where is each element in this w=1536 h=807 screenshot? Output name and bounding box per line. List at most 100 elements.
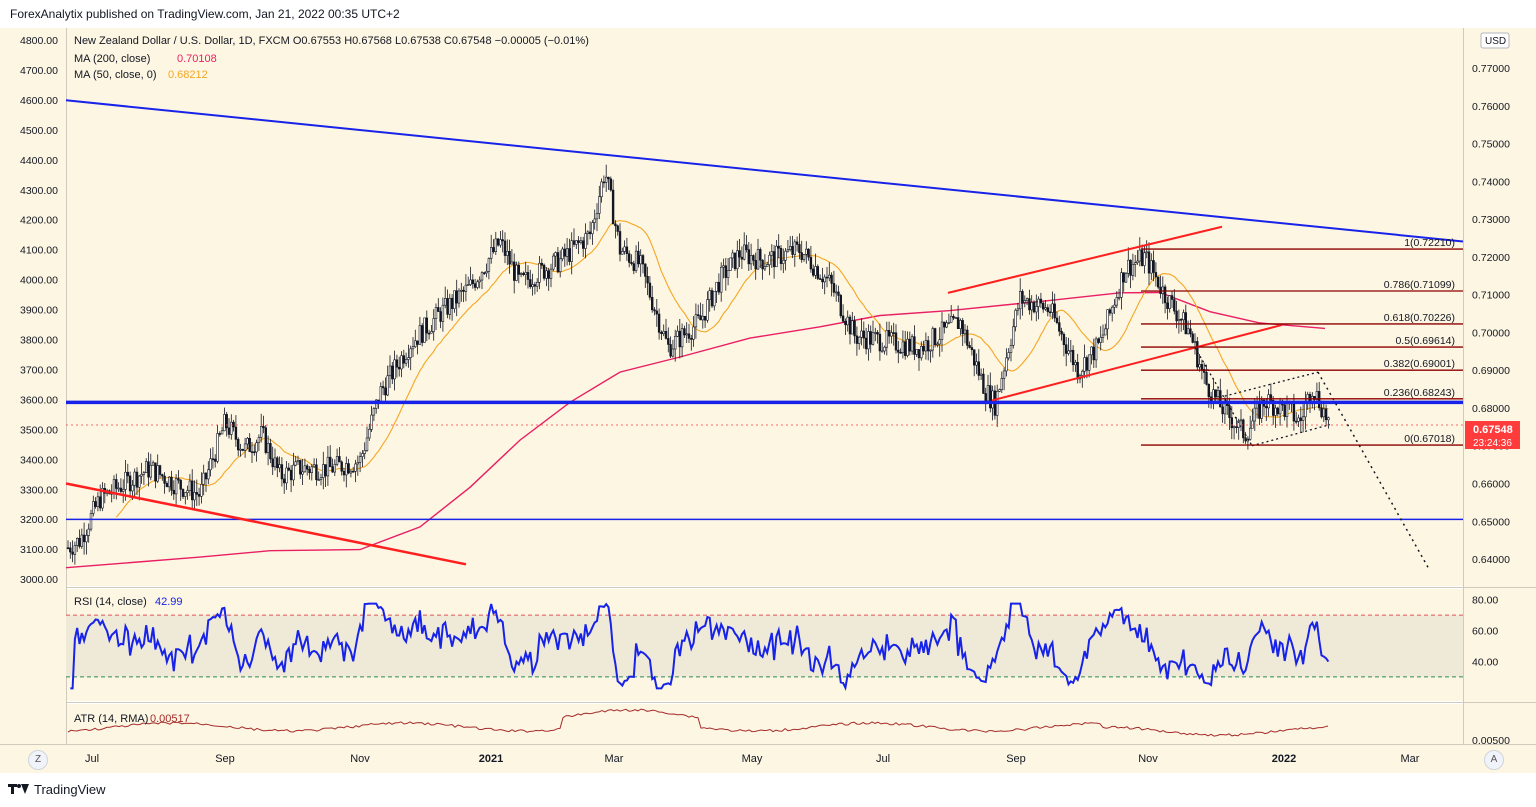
publisher-text: ForexAnalytix published on TradingView.c… <box>10 7 400 21</box>
right-axis-tick-label: 0.66000 <box>1472 479 1510 491</box>
currency-badge-bg[interactable] <box>1480 32 1510 49</box>
candle-down <box>1173 299 1176 312</box>
candle-down <box>250 451 254 453</box>
candle-down <box>687 333 691 339</box>
footer-brand[interactable]: TradingView <box>0 778 408 800</box>
left-axis-tick-label: 4200.00 <box>20 215 58 227</box>
candle-up <box>593 218 596 223</box>
candle-down <box>1313 396 1316 400</box>
candle-down <box>526 272 530 280</box>
candle-down <box>496 238 500 246</box>
candle-down <box>154 462 157 482</box>
candle-down <box>1189 328 1192 335</box>
candle-up <box>386 375 389 396</box>
left-axis-tick-label: 4600.00 <box>20 95 58 107</box>
candle-down <box>738 250 741 258</box>
atr-legend-label[interactable]: ATR (14, RMA) <box>74 713 148 725</box>
candle-down <box>248 438 251 452</box>
candle-down <box>218 433 221 435</box>
candle-up <box>938 339 941 345</box>
candle-up <box>708 290 711 300</box>
candle-down <box>1272 399 1275 416</box>
candle-up <box>319 477 323 480</box>
fibonacci-retracement[interactable]: 1(0.72210) 0.786(0.71099) 0.618(0.70226) 0.… <box>1141 237 1463 446</box>
chart-svg[interactable]: 4800.00 4700.00 4600.00 4500.00 4400.00 4300.… <box>0 28 1536 773</box>
time-axis[interactable]: Jul Sep Nov 2021 Mar May Jul Sep Nov 2022 Mar <box>85 753 1420 765</box>
candle-up <box>565 248 569 257</box>
candle-down <box>577 240 580 243</box>
candle-down <box>262 426 265 429</box>
candle-down <box>1205 372 1208 385</box>
candle-up <box>575 240 578 245</box>
candle-down <box>126 471 130 477</box>
candle-down <box>1320 407 1323 418</box>
candle-up <box>519 272 523 275</box>
trendline-drawings[interactable] <box>65 99 1464 568</box>
candle-up <box>301 471 304 475</box>
symbol-legend[interactable]: New Zealand Dollar / U.S. Dollar, 1D, FX… <box>74 35 589 47</box>
candle-down <box>917 349 921 359</box>
candle-up <box>414 340 417 347</box>
currency-badge[interactable]: USD <box>1485 36 1506 47</box>
candle-up <box>1186 328 1190 335</box>
time-axis-tick-label: Jul <box>85 753 99 765</box>
candle-up <box>726 270 730 278</box>
candle-down <box>966 329 969 346</box>
candle-up <box>1304 403 1307 418</box>
candle-down <box>977 361 981 376</box>
candle-up <box>1067 350 1070 354</box>
auto-scale-button[interactable]: A <box>1484 750 1504 770</box>
candle-up <box>959 320 962 329</box>
chart-area[interactable]: 4800.00 4700.00 4600.00 4500.00 4400.00 4300.… <box>0 28 1536 773</box>
candle-down <box>522 272 525 275</box>
candle-down <box>161 474 164 477</box>
candle-down <box>1071 349 1075 366</box>
candle-up <box>243 443 247 451</box>
candle-up <box>73 545 77 555</box>
candle-up <box>729 257 732 271</box>
candle-up <box>156 465 159 482</box>
candle-down <box>761 259 764 270</box>
candle-up <box>273 457 277 468</box>
candle-up <box>775 245 778 268</box>
candle-up <box>834 291 838 294</box>
candle-up <box>1104 328 1107 336</box>
candle-up <box>604 176 608 183</box>
candle-down <box>269 443 272 460</box>
candle-down <box>1228 405 1231 418</box>
time-axis-tick-label: May <box>742 753 763 765</box>
candle-down <box>637 250 640 265</box>
ma200-legend-label[interactable]: MA (200, close) <box>74 53 150 65</box>
candle-down <box>798 244 801 253</box>
candle-up <box>1101 334 1105 338</box>
candle-down <box>416 340 419 345</box>
candle-up <box>1106 309 1109 330</box>
bar-countdown: 23:24:36 <box>1473 438 1512 449</box>
candle-down <box>420 325 424 343</box>
candle-up <box>464 284 468 292</box>
candle-down <box>1122 272 1125 283</box>
candle-down <box>853 320 856 337</box>
candle-up <box>1150 260 1153 274</box>
rsi-legend-label[interactable]: RSI (14, close) <box>74 596 147 608</box>
candle-down <box>1221 406 1224 415</box>
candle-up <box>1088 354 1091 371</box>
candle-down <box>630 262 633 264</box>
candle-up <box>453 290 456 309</box>
candle-down <box>839 295 843 317</box>
ma50-legend-label[interactable]: MA (50, close, 0) <box>74 69 157 81</box>
candle-down <box>894 332 898 351</box>
candle-down <box>94 501 97 507</box>
zoom-button[interactable]: Z <box>28 750 48 770</box>
zoom-button-label: Z <box>34 754 42 765</box>
candle-down <box>772 251 776 268</box>
candle-down <box>1060 330 1063 335</box>
candle-up <box>910 336 914 352</box>
candle-down <box>1269 394 1273 401</box>
candle-down <box>1324 408 1328 421</box>
candle-up <box>1134 262 1137 265</box>
left-price-axis[interactable]: 4800.00 4700.00 4600.00 4500.00 4400.00 4300.… <box>20 35 58 586</box>
candle-up <box>1025 298 1029 301</box>
candle-up <box>1094 338 1098 361</box>
right-axis-tick-label: 0.72000 <box>1472 252 1510 264</box>
